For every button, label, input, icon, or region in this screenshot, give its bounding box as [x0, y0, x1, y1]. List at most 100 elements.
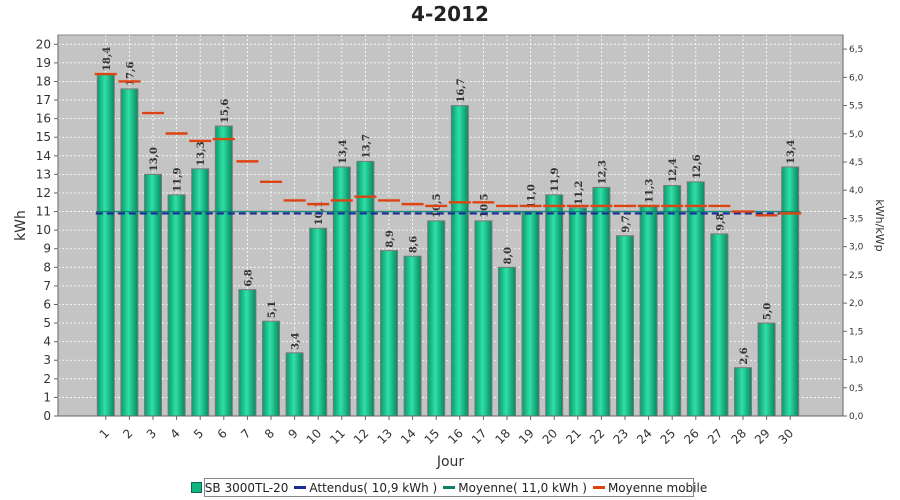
x-tick-label: 19: [516, 426, 537, 447]
y2-tick-label: 0,0: [849, 412, 864, 422]
x-tick-label: 13: [374, 426, 395, 447]
bar-value-label: 6,8: [243, 269, 254, 286]
bar-value-label: 12,4: [668, 158, 679, 182]
y2-tick-label: 2,5: [849, 271, 863, 281]
y2-tick-label: 5,0: [849, 130, 864, 140]
y-tick-label: 17: [36, 93, 51, 107]
x-tick-label: 14: [398, 426, 419, 447]
y2-tick-label: 3,0: [849, 243, 864, 253]
y-tick-label: 3: [43, 353, 51, 367]
y-axis-title: kWh: [13, 210, 29, 241]
y2-tick-label: 5,5: [849, 102, 863, 112]
legend-label-bars: SB 3000TL-20: [204, 480, 289, 495]
x-tick-label: 5: [191, 426, 206, 441]
bar-value-label: 12,3: [597, 160, 608, 184]
y2-tick-label: 6,5: [849, 45, 863, 55]
x-tick-label: 9: [285, 426, 300, 441]
y2-tick-label: 4,5: [849, 158, 863, 168]
bar-value-label: 9,8: [715, 213, 726, 230]
x-tick-label: 22: [587, 426, 608, 447]
bar: [545, 194, 564, 417]
x-tick-label: 10: [304, 426, 325, 447]
x-tick-label: 18: [492, 426, 513, 447]
bar-value-label: 10,5: [479, 193, 490, 217]
x-tick-label: 12: [351, 426, 372, 447]
bar-value-label: 11,2: [574, 180, 585, 204]
y2-tick-label: 2,0: [849, 299, 864, 309]
y-tick-label: 11: [36, 205, 51, 219]
bar: [781, 166, 800, 417]
y-tick-label: 1: [43, 390, 51, 404]
bar-value-label: 2,6: [739, 347, 750, 364]
bar-value-label: 13,4: [786, 140, 797, 164]
bar-value-label: 5,1: [267, 301, 278, 318]
y-tick-label: 15: [36, 130, 51, 144]
bar: [309, 227, 328, 417]
bar: [167, 194, 186, 417]
bar-value-label: 9,7: [621, 215, 632, 232]
bar: [356, 160, 375, 417]
bar: [191, 168, 210, 417]
y2-axis-title: kWh/kWp: [873, 199, 886, 251]
bar-value-label: 8,6: [409, 236, 420, 253]
legend-label-moving-average: Moyenne mobile: [607, 480, 708, 495]
legend-swatch-average: [443, 486, 456, 489]
bar: [120, 88, 139, 417]
legend-swatch-moving-average: [592, 486, 605, 489]
y-tick-label: 5: [43, 316, 51, 330]
bar: [450, 105, 469, 417]
x-tick-label: 4: [167, 426, 182, 441]
x-tick-label: 26: [681, 426, 702, 447]
legend-item-average: Moyenne( 11,0 kWh ): [443, 481, 587, 495]
y-tick-label: 10: [36, 223, 51, 237]
bar-value-label: 12,6: [692, 154, 703, 178]
bar-value-label: 5,0: [763, 303, 774, 320]
y-tick-label: 20: [36, 37, 51, 51]
legend-item-moving-average: Moyenne mobile: [592, 480, 708, 495]
bar: [616, 235, 634, 417]
x-tick-label: 1: [97, 426, 112, 441]
x-tick-label: 25: [658, 426, 679, 447]
y-tick-label: 2: [43, 372, 51, 386]
x-tick-label: 29: [752, 426, 773, 447]
bar: [474, 220, 493, 417]
x-tick-label: 16: [445, 426, 466, 447]
bar-value-label: 13,0: [149, 147, 160, 171]
y2-tick-label: 3,5: [849, 214, 863, 224]
bar: [144, 173, 162, 417]
bar: [96, 73, 115, 417]
bar: [734, 367, 752, 417]
x-tick-label: 27: [705, 426, 726, 447]
bar: [592, 186, 611, 417]
x-tick-label: 3: [144, 426, 159, 441]
x-tick-label: 2: [120, 426, 135, 441]
bar-value-label: 13,7: [361, 134, 372, 158]
y-tick-label: 14: [36, 149, 51, 163]
bar-value-label: 15,6: [220, 99, 231, 123]
y-tick-label: 7: [43, 279, 51, 293]
bar: [639, 205, 658, 417]
y2-tick-label: 1,5: [849, 327, 863, 337]
bar: [757, 322, 776, 417]
bar: [285, 352, 304, 417]
bar: [332, 166, 351, 417]
bar: [686, 181, 705, 417]
chart-title: 4-2012: [411, 2, 489, 26]
legend-label-average: Moyenne( 11,0 kWh ): [458, 480, 587, 495]
bar-value-label: 11,9: [173, 167, 184, 191]
bar-value-label: 8,9: [385, 230, 396, 247]
bar-value-label: 13,4: [338, 140, 349, 164]
legend: SB 3000TL-20 Attendus( 10,9 kWh ) Moyenn…: [190, 478, 707, 497]
y-tick-label: 18: [36, 74, 51, 88]
bar-value-label: 8,0: [503, 247, 514, 264]
bar-value-label: 11,9: [550, 167, 561, 191]
bar-value-label: 3,4: [291, 332, 302, 349]
y-tick-label: 0: [43, 409, 51, 423]
bar: [427, 220, 446, 417]
legend-swatch-bars: [190, 482, 202, 493]
bar: [380, 250, 398, 417]
x-tick-label: 24: [634, 426, 655, 447]
x-tick-label: 6: [215, 426, 230, 441]
y2-tick-label: 1,0: [849, 356, 864, 366]
